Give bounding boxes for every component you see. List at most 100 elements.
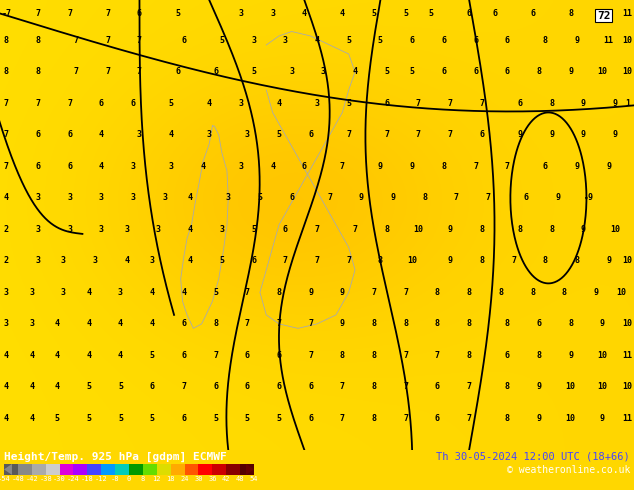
Text: -18: -18 xyxy=(81,476,94,482)
Text: 9: 9 xyxy=(340,288,345,297)
Text: 6: 6 xyxy=(99,99,104,108)
Text: 3: 3 xyxy=(251,36,256,45)
Text: 3: 3 xyxy=(156,225,161,234)
Text: 4: 4 xyxy=(29,414,34,423)
Text: 4: 4 xyxy=(200,162,205,171)
Text: 7: 7 xyxy=(346,256,351,266)
Text: 7: 7 xyxy=(384,130,389,140)
Text: 9: 9 xyxy=(340,319,345,328)
Text: 8: 8 xyxy=(213,319,218,328)
Text: 8: 8 xyxy=(384,225,389,234)
Text: 7: 7 xyxy=(353,225,358,234)
Text: 7: 7 xyxy=(435,351,440,360)
Text: 6: 6 xyxy=(505,68,510,76)
Text: 4: 4 xyxy=(270,162,275,171)
Text: 5: 5 xyxy=(245,414,250,423)
Text: -42: -42 xyxy=(25,476,38,482)
Text: 4: 4 xyxy=(340,9,345,18)
Text: 8: 8 xyxy=(505,414,510,423)
Text: 7: 7 xyxy=(245,319,250,328)
Text: 6: 6 xyxy=(251,256,256,266)
Text: 7: 7 xyxy=(467,414,472,423)
Text: 2: 2 xyxy=(4,225,9,234)
Text: 9: 9 xyxy=(600,319,605,328)
Text: -12: -12 xyxy=(95,476,108,482)
Text: 11: 11 xyxy=(623,9,633,18)
Text: 3: 3 xyxy=(61,288,66,297)
Text: 4: 4 xyxy=(188,256,193,266)
Text: 9: 9 xyxy=(606,256,611,266)
Text: 6: 6 xyxy=(181,319,186,328)
Text: 11: 11 xyxy=(597,9,607,18)
Text: 6: 6 xyxy=(181,351,186,360)
Text: 4: 4 xyxy=(124,256,129,266)
Text: 8: 8 xyxy=(36,68,41,76)
Text: 7: 7 xyxy=(181,382,186,392)
Text: 6: 6 xyxy=(302,162,307,171)
Text: 7: 7 xyxy=(416,99,421,108)
Text: 4: 4 xyxy=(4,382,9,392)
Text: 7: 7 xyxy=(448,130,453,140)
Text: 7: 7 xyxy=(467,382,472,392)
Text: 10: 10 xyxy=(597,382,607,392)
Text: 11: 11 xyxy=(623,414,633,423)
Text: 3: 3 xyxy=(61,256,66,266)
Text: 7: 7 xyxy=(308,351,313,360)
Text: 7: 7 xyxy=(403,288,408,297)
Text: 7: 7 xyxy=(340,162,345,171)
Text: 6: 6 xyxy=(67,162,72,171)
Text: 6: 6 xyxy=(441,36,446,45)
Text: 5: 5 xyxy=(219,256,224,266)
Text: 6: 6 xyxy=(505,36,510,45)
Text: 6: 6 xyxy=(175,68,180,76)
Text: 4: 4 xyxy=(86,351,91,360)
Text: 6: 6 xyxy=(435,382,440,392)
Text: 3: 3 xyxy=(131,162,136,171)
Text: 6: 6 xyxy=(131,99,136,108)
Text: 6: 6 xyxy=(245,382,250,392)
Text: 7: 7 xyxy=(340,414,345,423)
Text: 7: 7 xyxy=(308,319,313,328)
Text: 8: 8 xyxy=(372,319,377,328)
Text: 42: 42 xyxy=(222,476,231,482)
Text: 7: 7 xyxy=(327,194,332,202)
Text: 8: 8 xyxy=(479,256,484,266)
Text: 8: 8 xyxy=(276,288,281,297)
Text: 9: 9 xyxy=(587,194,592,202)
Text: 3: 3 xyxy=(283,36,288,45)
Text: 6: 6 xyxy=(543,162,548,171)
Text: 5: 5 xyxy=(251,68,256,76)
Text: 8: 8 xyxy=(498,288,503,297)
Text: -8: -8 xyxy=(111,476,119,482)
Text: 8: 8 xyxy=(340,351,345,360)
Text: 4: 4 xyxy=(302,9,307,18)
Text: 36: 36 xyxy=(208,476,217,482)
Text: 10: 10 xyxy=(623,68,633,76)
Text: Height/Temp. 925 hPa [gdpm] ECMWF: Height/Temp. 925 hPa [gdpm] ECMWF xyxy=(4,452,227,462)
Text: 7: 7 xyxy=(340,382,345,392)
Text: 3: 3 xyxy=(207,130,212,140)
Text: 10: 10 xyxy=(566,414,576,423)
Text: 10: 10 xyxy=(623,382,633,392)
Text: 11: 11 xyxy=(623,351,633,360)
Text: 6: 6 xyxy=(467,9,472,18)
Text: 9: 9 xyxy=(568,68,573,76)
Text: 6: 6 xyxy=(283,225,288,234)
Text: 7: 7 xyxy=(105,68,110,76)
Text: 4: 4 xyxy=(150,319,155,328)
Text: 7: 7 xyxy=(105,36,110,45)
Text: 9: 9 xyxy=(448,225,453,234)
Text: 7: 7 xyxy=(486,194,491,202)
Text: 5: 5 xyxy=(276,130,281,140)
Text: 5: 5 xyxy=(276,414,281,423)
Text: 9: 9 xyxy=(536,382,541,392)
Text: 4: 4 xyxy=(181,288,186,297)
Text: 6: 6 xyxy=(479,130,484,140)
Text: 8: 8 xyxy=(435,288,440,297)
Bar xyxy=(157,464,171,475)
Text: 4: 4 xyxy=(4,351,9,360)
Text: 8: 8 xyxy=(435,319,440,328)
Text: 10: 10 xyxy=(623,319,633,328)
Text: 8: 8 xyxy=(372,382,377,392)
Text: 0: 0 xyxy=(127,476,131,482)
